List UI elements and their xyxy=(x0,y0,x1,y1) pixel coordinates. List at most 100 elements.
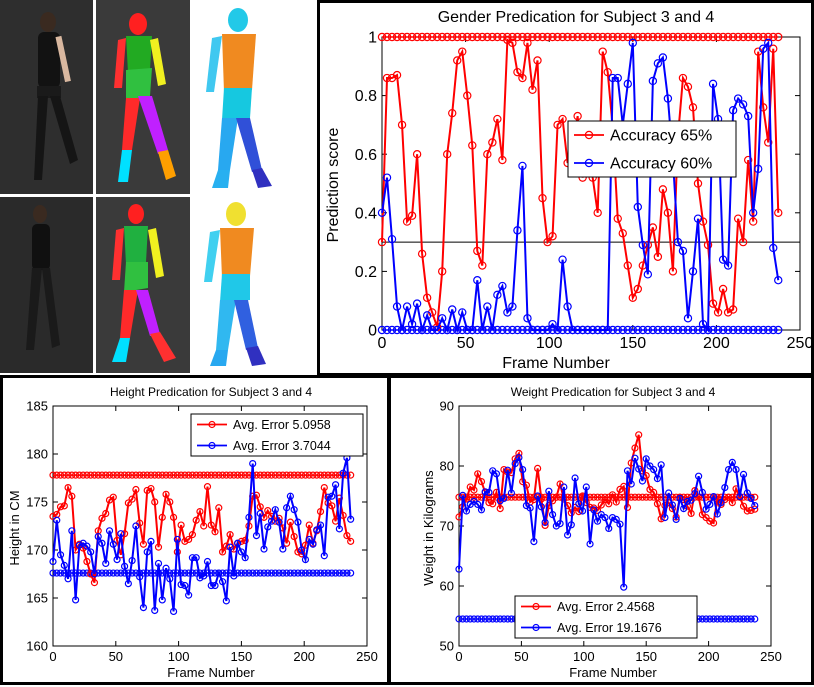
data-point xyxy=(328,502,336,510)
ground-truth-marker xyxy=(668,325,678,335)
ground-truth-marker xyxy=(387,32,397,42)
data-point xyxy=(98,539,106,547)
ground-truth-marker xyxy=(751,615,759,623)
ground-truth-marker xyxy=(748,32,758,42)
ground-truth-marker xyxy=(533,32,542,42)
data-point xyxy=(237,537,245,545)
data-point xyxy=(234,539,242,547)
ground-truth-marker xyxy=(496,615,504,623)
data-point xyxy=(713,510,721,518)
data-point xyxy=(245,513,253,521)
data-point xyxy=(215,504,223,512)
ground-truth-marker xyxy=(563,325,572,335)
data-point xyxy=(676,494,684,503)
data-point xyxy=(507,489,516,497)
data-point xyxy=(623,503,632,511)
data-point xyxy=(437,314,447,323)
ground-truth-marker xyxy=(402,325,412,335)
data-point xyxy=(305,535,313,544)
data-point xyxy=(347,515,355,523)
ground-truth-marker xyxy=(181,569,189,577)
data-point xyxy=(458,47,467,56)
data-point xyxy=(53,516,61,524)
data-point xyxy=(473,275,482,285)
ground-truth-marker xyxy=(256,569,264,577)
ground-truth-marker xyxy=(60,471,68,479)
ground-truth-marker xyxy=(583,32,592,42)
legend: Accuracy 65% Accuracy 60% xyxy=(567,120,737,178)
y-tick-label: 175 xyxy=(26,495,48,510)
data-point xyxy=(218,578,227,586)
data-point xyxy=(538,193,547,203)
legend-marker xyxy=(584,158,594,168)
subject-4-mesh-figure xyxy=(204,202,266,366)
ground-truth-marker xyxy=(733,325,743,335)
data-point xyxy=(211,528,219,536)
ground-truth-marker xyxy=(774,325,783,335)
data-point xyxy=(613,214,622,223)
data-point xyxy=(443,149,452,159)
data-point xyxy=(407,319,417,329)
data-point xyxy=(256,509,264,518)
ground-truth-marker xyxy=(117,569,125,577)
data-point xyxy=(181,581,189,590)
data-point xyxy=(151,498,159,506)
data-point xyxy=(417,325,427,335)
data-point xyxy=(455,565,463,573)
ground-truth-marker xyxy=(613,32,622,42)
data-point xyxy=(412,299,422,308)
ground-truth-marker xyxy=(635,493,643,501)
ground-truth-marker xyxy=(68,471,76,479)
ground-truth-marker xyxy=(618,32,627,42)
data-point xyxy=(695,493,703,501)
data-point xyxy=(764,38,773,48)
data-point xyxy=(724,465,733,474)
data-point xyxy=(718,284,728,294)
data-point xyxy=(518,73,527,83)
ground-truth-marker xyxy=(377,325,387,335)
data-point xyxy=(200,522,208,530)
ground-truth-marker xyxy=(392,32,402,42)
ground-truth-marker xyxy=(474,493,482,501)
ground-truth-marker xyxy=(151,471,159,479)
data-point xyxy=(593,325,602,335)
ground-truth-marker xyxy=(507,493,516,501)
y-tick-label: 180 xyxy=(26,447,48,462)
data-point xyxy=(83,542,91,550)
data-point xyxy=(87,548,95,556)
data-point xyxy=(631,444,639,452)
x-tick-label: 250 xyxy=(356,649,378,664)
ground-truth-marker xyxy=(422,325,432,335)
y-tick-label: 170 xyxy=(26,543,48,558)
data-point xyxy=(324,493,332,501)
ground-truth-marker xyxy=(693,32,703,42)
data-point xyxy=(432,325,442,335)
ground-truth-marker xyxy=(264,471,272,479)
data-point xyxy=(218,548,227,556)
ground-truth-marker xyxy=(188,569,197,577)
ground-truth-marker xyxy=(290,471,298,479)
data-point xyxy=(552,493,560,501)
ground-truth-marker xyxy=(241,471,249,479)
data-point xyxy=(573,325,582,335)
legend-label: Accuracy 60% xyxy=(610,156,712,173)
data-point xyxy=(653,474,662,483)
data-point xyxy=(687,509,695,517)
ground-truth-marker xyxy=(504,615,512,623)
data-point xyxy=(672,515,680,523)
ground-truth-marker xyxy=(728,32,738,42)
subject-4-figure xyxy=(26,205,60,350)
data-point xyxy=(601,514,609,522)
ground-truth-marker xyxy=(774,32,783,42)
ground-truth-marker xyxy=(724,615,733,623)
data-point xyxy=(132,485,140,494)
data-point xyxy=(601,495,609,504)
data-point xyxy=(264,507,272,515)
data-point xyxy=(211,581,219,590)
data-point xyxy=(377,237,387,247)
data-point xyxy=(492,470,501,478)
data-point xyxy=(387,234,397,244)
data-point xyxy=(774,208,783,217)
data-point xyxy=(485,498,493,507)
data-point xyxy=(503,308,512,317)
